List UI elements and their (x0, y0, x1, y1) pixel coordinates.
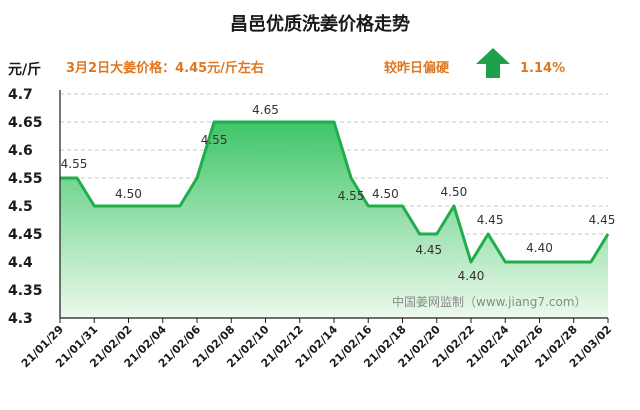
change-label: 较昨日偏硬 (384, 60, 450, 76)
data-label: 4.65 (252, 103, 279, 117)
y-tick-label: 4.4 (8, 255, 33, 271)
data-label: 4.55 (61, 157, 88, 171)
data-label: 4.50 (372, 187, 399, 201)
data-label: 4.50 (115, 187, 142, 201)
change-value: 1.14% (520, 61, 565, 76)
y-tick-labels: 4.7 4.65 4.6 4.55 4.5 4.45 4.4 4.35 4.3 (8, 87, 43, 327)
up-arrow-icon (476, 48, 510, 78)
y-tick-label: 4.7 (8, 87, 33, 103)
data-label: 4.40 (458, 269, 485, 283)
y-tick-label: 4.5 (8, 199, 33, 215)
current-price-subtitle: 3月2日大姜价格：4.45元/斤左右 (66, 60, 264, 76)
y-tick-label: 4.35 (8, 283, 43, 299)
data-label: 4.45 (589, 213, 616, 227)
y-tick-label: 4.55 (8, 171, 43, 187)
area-fill (60, 122, 608, 318)
y-tick-label: 4.6 (8, 143, 33, 159)
data-label: 4.45 (477, 213, 504, 227)
y-axis-unit-label: 元/斤 (8, 61, 41, 78)
data-label: 4.55 (338, 189, 365, 203)
watermark: 中国姜网监制（www.jiang7.com） (392, 294, 586, 309)
data-label: 4.50 (441, 185, 468, 199)
chart-title: 昌邑优质洗姜价格走势 (230, 13, 410, 35)
data-label: 4.45 (415, 243, 442, 257)
data-label: 4.55 (201, 133, 228, 147)
area-series (59, 120, 610, 318)
y-tick-label: 4.3 (8, 311, 33, 327)
data-label: 4.40 (526, 241, 553, 255)
y-tick-label: 4.65 (8, 115, 43, 131)
data-labels: 4.55 4.50 4.55 4.65 4.55 4.50 4.45 4.50 4.40 4.45… (61, 103, 616, 283)
x-tick-labels: 21/01/2921/01/3121/02/0221/02/0421/02/06… (19, 318, 614, 370)
y-tick-label: 4.45 (8, 227, 43, 243)
